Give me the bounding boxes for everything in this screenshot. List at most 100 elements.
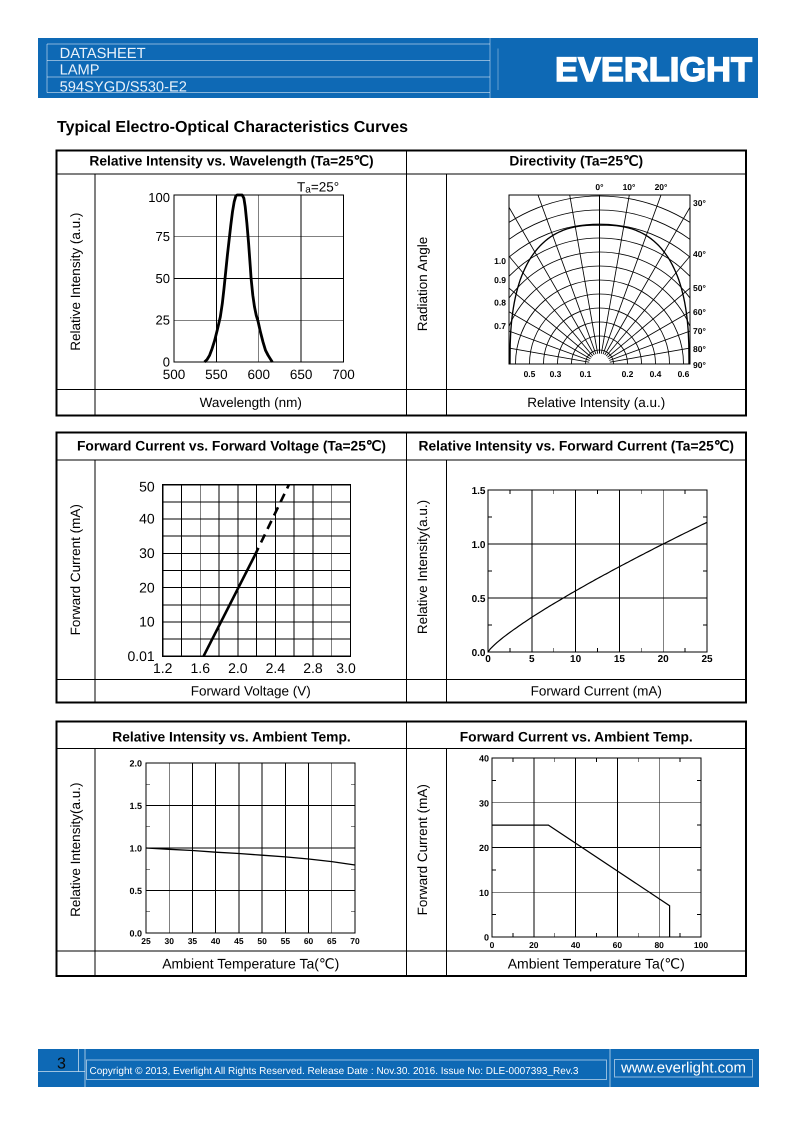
svg-text:0.01: 0.01 — [127, 648, 154, 664]
svg-text:0.2: 0.2 — [622, 369, 634, 379]
svg-text:90°: 90° — [693, 360, 706, 370]
svg-text:Copyright © 2013, Everlight Al: Copyright © 2013, Everlight All Rights R… — [90, 1066, 579, 1077]
svg-text:70°: 70° — [693, 326, 706, 336]
svg-text:40: 40 — [571, 940, 581, 950]
svg-text:30: 30 — [139, 545, 155, 561]
svg-text:40°: 40° — [693, 249, 706, 259]
svg-text:80: 80 — [654, 940, 664, 950]
svg-text:500: 500 — [163, 367, 186, 382]
svg-text:1.0: 1.0 — [494, 256, 506, 266]
svg-text:Relative Intensity vs. Ambient: Relative Intensity vs. Ambient Temp. — [112, 730, 350, 745]
svg-text:0.5: 0.5 — [129, 886, 142, 896]
svg-text:www.everlight.com: www.everlight.com — [620, 1060, 746, 1077]
svg-text:35: 35 — [188, 936, 198, 946]
svg-text:Forward Voltage (V): Forward Voltage (V) — [191, 684, 311, 699]
svg-text:20°: 20° — [655, 182, 668, 192]
svg-text:Forward Current (mA): Forward Current (mA) — [531, 684, 662, 699]
svg-text:40: 40 — [479, 754, 489, 764]
svg-text:2.4: 2.4 — [266, 660, 286, 676]
svg-text:25: 25 — [156, 313, 170, 328]
svg-text:100: 100 — [148, 190, 170, 205]
svg-text:60°: 60° — [693, 307, 706, 317]
svg-text:3.0: 3.0 — [336, 660, 356, 676]
svg-text:50°: 50° — [693, 283, 706, 293]
svg-text:Forward Current (mA): Forward Current (mA) — [415, 784, 430, 915]
svg-text:10: 10 — [570, 654, 582, 665]
svg-text:75: 75 — [156, 229, 170, 244]
svg-text:Relative Intensity vs. Forward: Relative Intensity vs. Forward Current (… — [419, 439, 734, 454]
svg-text:Relative Intensity (a.u.): Relative Intensity (a.u.) — [527, 395, 665, 410]
svg-text:20: 20 — [529, 940, 539, 950]
svg-text:45: 45 — [234, 936, 244, 946]
svg-text:60: 60 — [304, 936, 314, 946]
svg-text:30: 30 — [164, 936, 174, 946]
svg-text:25: 25 — [701, 654, 713, 665]
svg-text:Relative Intensity (a.u.): Relative Intensity (a.u.) — [68, 213, 83, 351]
svg-text:65: 65 — [327, 936, 337, 946]
svg-text:EVERLIGHT: EVERLIGHT — [555, 51, 752, 89]
svg-text:Relative Intensity vs. Wavelen: Relative Intensity vs. Wavelength (Ta=25… — [89, 154, 373, 169]
svg-text:0.5: 0.5 — [524, 369, 536, 379]
svg-text:55: 55 — [281, 936, 291, 946]
svg-text:70: 70 — [350, 936, 360, 946]
svg-text:0: 0 — [484, 933, 489, 943]
svg-text:Typical Electro-Optical Charac: Typical Electro-Optical Characteristics … — [57, 119, 408, 136]
svg-text:Ambient Temperature Ta(℃): Ambient Temperature Ta(℃) — [162, 956, 339, 972]
svg-text:0: 0 — [163, 354, 170, 369]
svg-text:10: 10 — [139, 614, 155, 630]
svg-text:30°: 30° — [693, 198, 706, 208]
svg-text:Radiation Angle: Radiation Angle — [415, 237, 430, 332]
svg-text:Relative Intensity(a.u.): Relative Intensity(a.u.) — [415, 500, 430, 634]
svg-text:60: 60 — [613, 940, 623, 950]
svg-text:0: 0 — [485, 654, 491, 665]
svg-text:LAMP: LAMP — [60, 63, 100, 79]
svg-text:0.5: 0.5 — [472, 594, 486, 605]
svg-text:1.0: 1.0 — [129, 844, 142, 854]
svg-text:700: 700 — [332, 367, 355, 382]
svg-text:Wavelength (nm): Wavelength (nm) — [200, 395, 302, 410]
svg-text:2.8: 2.8 — [303, 660, 323, 676]
svg-text:Relative Intensity(a.u.): Relative Intensity(a.u.) — [68, 783, 83, 917]
svg-text:Ambient Temperature Ta(℃): Ambient Temperature Ta(℃) — [508, 956, 685, 972]
svg-text:Ta=25°: Ta=25° — [297, 180, 339, 196]
svg-text:0.4: 0.4 — [650, 369, 662, 379]
svg-text:Forward Current (mA): Forward Current (mA) — [68, 504, 83, 635]
svg-text:5: 5 — [529, 654, 535, 665]
svg-text:2.0: 2.0 — [228, 660, 248, 676]
svg-text:25: 25 — [141, 936, 151, 946]
svg-text:0.0: 0.0 — [472, 648, 486, 659]
svg-text:0: 0 — [490, 940, 495, 950]
svg-text:0.0: 0.0 — [129, 929, 142, 939]
svg-text:50: 50 — [257, 936, 267, 946]
svg-text:100: 100 — [694, 940, 708, 950]
svg-text:0.9: 0.9 — [494, 275, 506, 285]
svg-text:0.3: 0.3 — [550, 369, 562, 379]
svg-text:550: 550 — [205, 367, 228, 382]
svg-text:0.8: 0.8 — [494, 298, 506, 308]
svg-text:Directivity (Ta=25℃): Directivity (Ta=25℃) — [509, 154, 643, 169]
svg-text:Forward Current vs. Ambient Te: Forward Current vs. Ambient Temp. — [460, 730, 693, 745]
svg-text:10°: 10° — [623, 182, 636, 192]
svg-text:3: 3 — [57, 1056, 66, 1073]
svg-text:20: 20 — [658, 654, 670, 665]
svg-text:20: 20 — [479, 843, 489, 853]
svg-text:1.6: 1.6 — [191, 660, 211, 676]
svg-text:80°: 80° — [693, 344, 706, 354]
svg-text:Forward Current vs. Forward Vo: Forward Current vs. Forward Voltage (Ta=… — [77, 439, 386, 454]
svg-text:30: 30 — [479, 798, 489, 808]
svg-text:1.5: 1.5 — [129, 801, 142, 811]
svg-text:0.1: 0.1 — [580, 369, 592, 379]
svg-text:0.6: 0.6 — [678, 369, 690, 379]
svg-text:40: 40 — [139, 511, 155, 527]
svg-text:650: 650 — [290, 367, 313, 382]
svg-text:40: 40 — [211, 936, 221, 946]
svg-text:0°: 0° — [595, 182, 604, 192]
svg-text:20: 20 — [139, 579, 155, 595]
svg-text:DATASHEET: DATASHEET — [60, 46, 146, 62]
svg-text:594SYGD/S530-E2: 594SYGD/S530-E2 — [60, 79, 187, 95]
svg-text:10: 10 — [479, 888, 489, 898]
svg-text:0.7: 0.7 — [494, 321, 506, 331]
svg-text:600: 600 — [247, 367, 270, 382]
svg-text:1.0: 1.0 — [472, 540, 486, 551]
svg-text:15: 15 — [614, 654, 626, 665]
